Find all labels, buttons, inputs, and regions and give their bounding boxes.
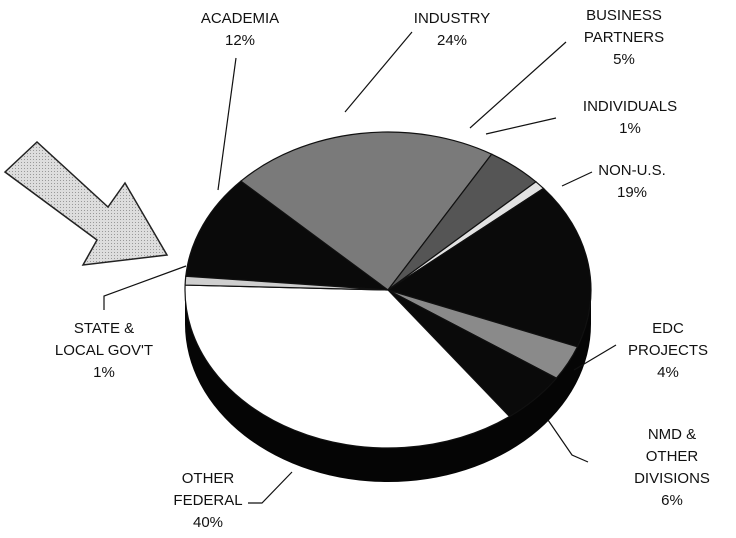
category-name: NON-U.S. bbox=[598, 162, 666, 179]
category-name: NMD & OTHER DIVISIONS bbox=[634, 426, 710, 487]
category-name: EDC PROJECTS bbox=[627, 320, 709, 359]
slice-label: NMD & OTHER DIVISIONS 6% bbox=[634, 424, 710, 512]
percent-label: 40% bbox=[192, 514, 224, 531]
leader-line bbox=[217, 57, 237, 191]
leader-line bbox=[344, 31, 413, 113]
slice-label: NON-U.S. 19% bbox=[598, 160, 666, 204]
pie-slice bbox=[386, 187, 592, 348]
leader-lines bbox=[103, 31, 617, 504]
pie-slice bbox=[239, 131, 493, 291]
category-name: STATE & LOCAL GOV'T bbox=[54, 320, 154, 359]
pie-slice bbox=[185, 180, 391, 291]
percent-label: 1% bbox=[619, 120, 641, 137]
slice-label: BUSINESS PARTNERS 5% bbox=[584, 5, 664, 71]
slice-label: STATE & LOCAL GOV'T 1% bbox=[55, 318, 153, 384]
pie bbox=[184, 131, 592, 482]
slice-label: ACADEMIA 12% bbox=[201, 8, 279, 52]
leader-line bbox=[573, 344, 617, 371]
leader-line bbox=[547, 419, 589, 463]
slice-label: EDC PROJECTS 4% bbox=[628, 318, 708, 384]
leader-line bbox=[561, 171, 593, 187]
slice-label: INDUSTRY 24% bbox=[414, 8, 490, 52]
arrow bbox=[3, 140, 169, 266]
slice-label: INDIVIDUALS 1% bbox=[583, 96, 677, 140]
leader-line bbox=[103, 265, 187, 310]
percent-label: 1% bbox=[93, 364, 115, 381]
leader-line bbox=[248, 471, 293, 504]
pie-slice bbox=[184, 284, 511, 449]
category-name: BUSINESS PARTNERS bbox=[583, 7, 665, 46]
pie-slice bbox=[184, 275, 389, 291]
category-name: INDIVIDUALS bbox=[582, 98, 678, 115]
leader-line bbox=[485, 117, 557, 135]
category-name: OTHER FEDERAL bbox=[173, 470, 243, 509]
category-name: INDUSTRY bbox=[413, 10, 491, 27]
percent-label: 24% bbox=[436, 32, 468, 49]
percent-label: 6% bbox=[661, 492, 683, 509]
percent-label: 12% bbox=[224, 32, 256, 49]
slice-label: OTHER FEDERAL 40% bbox=[173, 468, 242, 534]
percent-label: 4% bbox=[657, 364, 679, 381]
percent-label: 19% bbox=[616, 184, 648, 201]
percent-label: 5% bbox=[613, 51, 635, 68]
category-name: ACADEMIA bbox=[200, 10, 280, 27]
leader-line bbox=[469, 41, 567, 129]
